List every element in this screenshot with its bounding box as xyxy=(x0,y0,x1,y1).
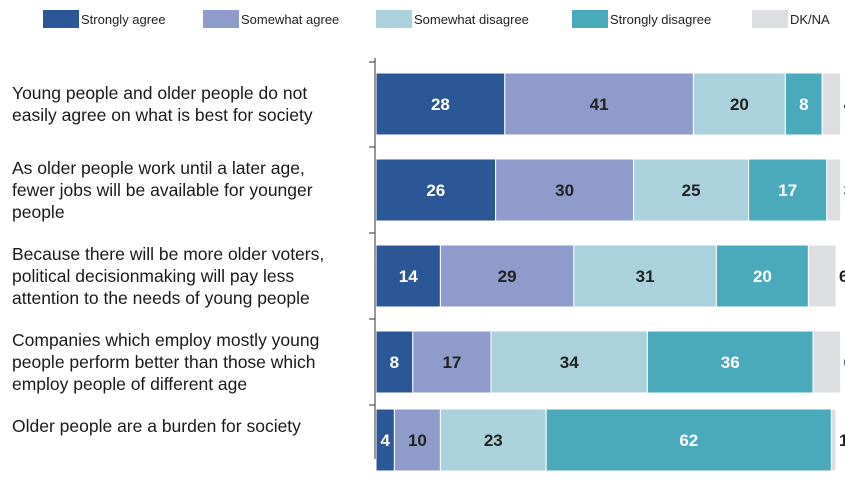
category-label-line: Older people are a burden for society xyxy=(12,416,301,436)
bar-segment xyxy=(784,72,823,136)
bar-segment xyxy=(545,408,832,472)
value-label: 28 xyxy=(431,95,450,114)
category-label-line: fewer jobs will be available for younger xyxy=(12,180,313,200)
bar-segment xyxy=(375,158,497,222)
category-label-line: As older people work until a later age, xyxy=(12,158,305,178)
value-label: 31 xyxy=(636,267,655,286)
bar-segment xyxy=(412,330,492,394)
bar-segment xyxy=(439,244,575,308)
value-label: 1 xyxy=(839,431,845,450)
value-label: 6 xyxy=(839,267,845,286)
value-label: 41 xyxy=(590,95,609,114)
value-label: 4 xyxy=(380,431,390,450)
bar-segment xyxy=(748,158,828,222)
bars: 28 41 20 8 4 26 30 25 17 3 14 29 31 20 6 8 17 34 36 6 4 10 23 6… xyxy=(375,72,845,472)
value-label: 20 xyxy=(753,267,772,286)
bar-segment xyxy=(812,330,842,394)
category-label-4: Older people are a burden for society xyxy=(12,416,301,436)
category-label-1: As older people work until a later age, f… xyxy=(12,158,313,222)
value-label: 20 xyxy=(730,95,749,114)
value-label: 17 xyxy=(442,353,461,372)
category-label-line: people perform better than those which xyxy=(12,352,316,372)
bar-segment xyxy=(393,408,441,472)
value-label: 3 xyxy=(844,181,845,200)
category-label-line: people xyxy=(12,202,65,222)
value-label: 4 xyxy=(844,95,845,114)
category-label-line: employ people of different age xyxy=(12,374,247,394)
bar-segment xyxy=(375,72,506,136)
bar-segment xyxy=(633,158,750,222)
value-label: 25 xyxy=(682,181,701,200)
category-label-2: Because there will be more older voters,… xyxy=(12,244,324,308)
category-label-line: Because there will be more older voters, xyxy=(12,244,324,264)
value-label: 36 xyxy=(721,353,740,372)
bar-segment xyxy=(807,244,837,308)
value-label: 14 xyxy=(399,267,418,286)
bar-segment xyxy=(821,72,842,136)
legend-label-3: Strongly disagree xyxy=(610,12,711,27)
legend-swatch-0 xyxy=(43,10,79,28)
category-label-line: attention to the needs of young people xyxy=(12,288,310,308)
legend-label-1: Somewhat agree xyxy=(241,12,339,27)
category-label-line: easily agree on what is best for society xyxy=(12,105,313,125)
legend-label-2: Somewhat disagree xyxy=(414,12,529,27)
category-axis-ticks xyxy=(369,61,375,406)
bar-segment xyxy=(375,330,414,394)
value-label: 17 xyxy=(778,181,797,200)
category-label-line: political decisionmaking will pay less xyxy=(12,266,294,286)
bar-segment xyxy=(646,330,814,394)
value-label: 10 xyxy=(408,431,427,450)
category-label-0: Young people and older people do not easi… xyxy=(12,83,313,125)
value-label: 34 xyxy=(560,353,579,372)
value-label: 62 xyxy=(679,431,698,450)
value-label: 29 xyxy=(498,267,517,286)
value-label: 30 xyxy=(555,181,574,200)
bar-segment xyxy=(490,330,648,394)
legend-swatch-1 xyxy=(203,10,239,28)
legend-swatch-2 xyxy=(376,10,412,28)
value-label: 26 xyxy=(426,181,445,200)
category-label-3: Companies which employ mostly young peopl… xyxy=(12,330,319,394)
value-label: 23 xyxy=(484,431,503,450)
category-label-line: Companies which employ mostly young xyxy=(12,330,319,350)
value-label: 8 xyxy=(390,353,399,372)
category-label-line: Young people and older people do not xyxy=(12,83,307,103)
bar-segment xyxy=(439,408,547,472)
bar-segment xyxy=(830,408,837,472)
legend-label-4: DK/NA xyxy=(790,12,830,27)
legend-swatch-4 xyxy=(752,10,788,28)
bar-segment xyxy=(826,158,842,222)
legend-label-0: Strongly agree xyxy=(81,12,166,27)
bar-segment xyxy=(495,158,635,222)
value-label: 8 xyxy=(799,95,808,114)
category-labels: Young people and older people do not easi… xyxy=(12,83,324,436)
bar-segment xyxy=(573,244,717,308)
value-label: 6 xyxy=(844,353,845,372)
legend-swatch-3 xyxy=(572,10,608,28)
legend: Strongly agree Somewhat agree Somewhat dis… xyxy=(43,10,830,28)
bar-segment xyxy=(715,244,809,308)
